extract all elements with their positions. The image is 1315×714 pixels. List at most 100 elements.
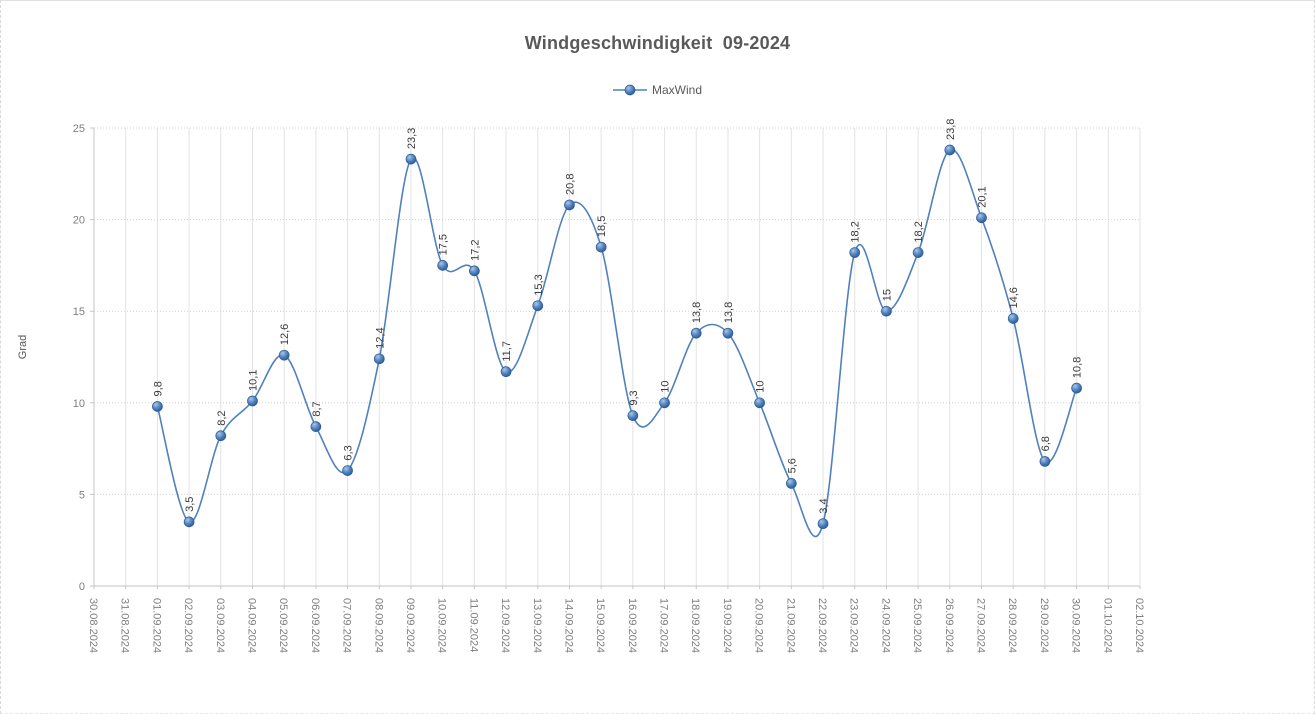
data-point-marker[interactable]: [627, 410, 639, 421]
x-tick-label: 29.09.2024: [1038, 598, 1050, 653]
data-point-marker[interactable]: [342, 465, 353, 476]
data-point-marker[interactable]: [944, 144, 956, 156]
x-tick-label: 09.09.2024: [404, 598, 416, 653]
legend[interactable]: MaxWind: [1, 81, 1314, 99]
data-point-marker[interactable]: [1007, 313, 1019, 324]
data-point-marker[interactable]: [310, 421, 322, 432]
data-point-label: 17,5: [438, 234, 450, 255]
data-point-marker[interactable]: [659, 397, 670, 409]
data-point-marker[interactable]: [849, 247, 861, 258]
data-point-label: 20,8: [564, 174, 576, 195]
data-point-label: 14,6: [1008, 287, 1020, 308]
data-point-label: 8,2: [216, 410, 228, 425]
x-tick-label: 05.09.2024: [277, 598, 289, 653]
x-tick-label: 17.09.2024: [658, 598, 670, 653]
x-tick-label: 02.09.2024: [182, 598, 194, 653]
data-point-label: 18,5: [596, 216, 608, 237]
data-point-marker[interactable]: [754, 397, 765, 409]
x-tick-label: 07.09.2024: [341, 598, 353, 653]
x-tick-label: 21.09.2024: [784, 598, 796, 653]
x-tick-label: 01.09.2024: [150, 598, 162, 653]
y-tick-label: 10: [73, 398, 85, 410]
series-line-maxwind: [156, 148, 1078, 538]
x-tick-label: 18.09.2024: [689, 598, 701, 653]
data-point-marker[interactable]: [1071, 382, 1082, 394]
x-tick-label: 19.09.2024: [721, 598, 733, 653]
x-tick-label: 16.09.2024: [626, 598, 638, 653]
x-tick-label: 24.09.2024: [879, 598, 891, 653]
data-point-marker[interactable]: [469, 265, 480, 277]
data-point-label: 23,8: [945, 119, 957, 140]
data-point-label: 13,8: [723, 302, 735, 323]
data-point-label: 12,4: [374, 327, 386, 348]
data-point-marker[interactable]: [912, 247, 924, 258]
data-point-label: 10,8: [1072, 357, 1084, 378]
data-point-label: 17,2: [469, 239, 481, 260]
x-tick-label: 22.09.2024: [816, 598, 828, 653]
x-tick-label: 25.09.2024: [911, 598, 923, 653]
x-tick-label: 15.09.2024: [594, 598, 606, 653]
y-tick-label: 5: [79, 489, 85, 501]
data-point-marker[interactable]: [183, 516, 195, 528]
data-point-label: 9,8: [152, 381, 164, 396]
data-point-label: 11,7: [501, 341, 513, 362]
data-point-label: 8,7: [311, 401, 323, 416]
y-tick-label: 25: [73, 123, 85, 135]
y-tick-label: 0: [79, 581, 85, 593]
data-point-marker[interactable]: [690, 327, 702, 339]
x-tick-label: 31.08.2024: [119, 598, 131, 653]
y-tick-label: 20: [73, 215, 85, 227]
y-tick-label: 15: [73, 306, 85, 318]
data-point-label: 18,2: [850, 221, 862, 242]
x-tick-label: 03.09.2024: [214, 598, 226, 653]
x-tick-label: 06.09.2024: [309, 598, 321, 653]
data-point-marker[interactable]: [722, 327, 734, 339]
data-point-marker[interactable]: [595, 241, 607, 253]
data-point-marker[interactable]: [785, 478, 797, 489]
data-point-label: 6,8: [1040, 436, 1052, 451]
data-point-label: 6,3: [343, 445, 355, 460]
chart-title[interactable]: Windgeschwindigkeit 09-2024: [524, 33, 791, 53]
data-point-marker[interactable]: [500, 366, 512, 378]
data-point-marker[interactable]: [278, 349, 290, 361]
data-point-label: 10: [660, 381, 672, 393]
data-point-marker[interactable]: [532, 300, 544, 312]
data-point-marker[interactable]: [564, 199, 575, 211]
data-point-label: 10,1: [247, 370, 259, 391]
x-tick-label: 02.10.2024: [1133, 598, 1145, 653]
data-point-marker[interactable]: [247, 395, 258, 407]
x-tick-label: 11.09.2024: [467, 598, 479, 652]
x-tick-label: 27.09.2024: [975, 598, 987, 653]
data-point-label: 10: [755, 381, 767, 393]
legend-label: MaxWind: [651, 83, 702, 97]
data-point-marker[interactable]: [373, 353, 385, 365]
data-point-marker[interactable]: [817, 518, 829, 530]
x-tick-label: 30.09.2024: [1070, 598, 1082, 653]
x-tick-label: 04.09.2024: [245, 598, 257, 653]
x-tick-label: 28.09.2024: [1006, 598, 1018, 653]
data-point-label: 3,5: [184, 497, 196, 512]
data-point-marker[interactable]: [1039, 456, 1051, 467]
data-point-label: 12,6: [279, 324, 291, 345]
x-tick-label: 30.08.2024: [87, 598, 99, 653]
x-tick-label: 13.09.2024: [531, 598, 543, 653]
data-point-label: 15,3: [533, 274, 545, 295]
x-tick-label: 12.09.2024: [499, 598, 511, 653]
data-point-marker[interactable]: [215, 430, 227, 442]
x-tick-label: 14.09.2024: [562, 598, 574, 653]
data-point-label: 13,8: [691, 302, 703, 323]
data-point-marker[interactable]: [437, 260, 449, 271]
data-point-label: 18,2: [913, 221, 925, 242]
data-point-marker[interactable]: [976, 212, 987, 224]
x-tick-label: 23.09.2024: [848, 598, 860, 653]
data-point-marker[interactable]: [152, 401, 163, 412]
data-point-marker[interactable]: [405, 153, 417, 165]
x-tick-label: 08.09.2024: [372, 598, 384, 653]
x-tick-label: 26.09.2024: [943, 598, 955, 653]
data-point-label: 9,3: [628, 390, 640, 405]
data-point-marker[interactable]: [881, 305, 892, 317]
data-point-label: 23,3: [406, 128, 418, 149]
x-tick-label: 01.10.2024: [1101, 598, 1113, 653]
